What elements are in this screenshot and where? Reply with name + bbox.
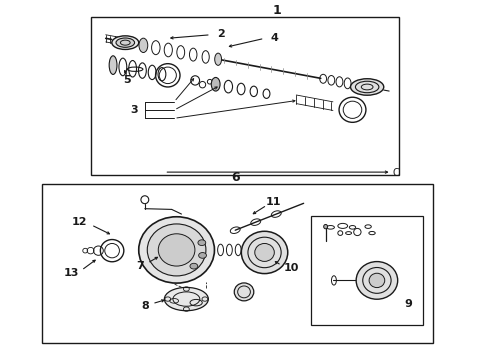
Ellipse shape <box>164 287 208 311</box>
Ellipse shape <box>255 243 274 261</box>
Text: 9: 9 <box>405 299 413 309</box>
Text: 6: 6 <box>231 171 240 184</box>
Ellipse shape <box>147 224 206 276</box>
Ellipse shape <box>109 56 117 75</box>
Ellipse shape <box>139 38 148 53</box>
Text: 13: 13 <box>64 268 79 278</box>
Ellipse shape <box>234 283 254 301</box>
Text: 3: 3 <box>130 105 138 115</box>
Ellipse shape <box>158 234 195 266</box>
Ellipse shape <box>350 79 384 95</box>
Text: 4: 4 <box>270 33 278 42</box>
Text: 2: 2 <box>217 29 224 39</box>
Text: 11: 11 <box>266 197 281 207</box>
Bar <box>42 184 433 343</box>
Ellipse shape <box>215 53 221 66</box>
Text: 12: 12 <box>72 217 88 227</box>
Text: 7: 7 <box>136 261 144 271</box>
Ellipse shape <box>242 231 288 274</box>
Text: 5: 5 <box>123 75 130 85</box>
Text: 10: 10 <box>284 263 299 273</box>
Ellipse shape <box>112 36 139 49</box>
Text: 8: 8 <box>141 301 148 311</box>
Ellipse shape <box>211 77 220 91</box>
Circle shape <box>190 263 198 269</box>
Bar <box>311 216 423 325</box>
Ellipse shape <box>324 225 328 229</box>
Text: C: C <box>392 168 399 178</box>
Ellipse shape <box>369 273 385 288</box>
Circle shape <box>198 240 206 246</box>
Ellipse shape <box>116 38 135 47</box>
Circle shape <box>198 253 206 258</box>
Bar <box>91 17 399 175</box>
Ellipse shape <box>356 262 398 299</box>
Text: 1: 1 <box>272 4 281 17</box>
Ellipse shape <box>139 217 215 283</box>
